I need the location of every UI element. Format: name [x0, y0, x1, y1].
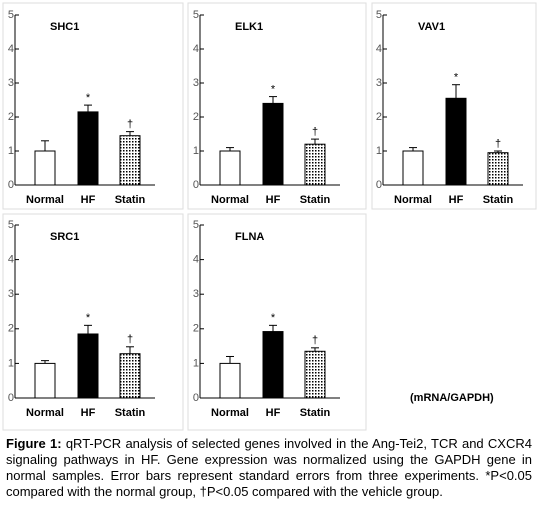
bar — [402, 150, 424, 186]
bar — [119, 135, 141, 186]
y-tick-label: 3 — [8, 288, 14, 300]
y-tick-label: 1 — [8, 357, 14, 369]
x-tick-label: Normal — [211, 407, 249, 419]
panel-frame — [371, 2, 537, 210]
chart-title: VAV1 — [418, 21, 445, 33]
x-tick-label: HF — [266, 194, 281, 206]
bar — [304, 143, 326, 186]
y-tick-label: 1 — [193, 145, 199, 157]
x-tick-label: HF — [449, 194, 464, 206]
significance-mark: † — [312, 335, 318, 347]
y-tick-label: 4 — [8, 43, 14, 55]
x-tick-label: Normal — [394, 194, 432, 206]
bar — [77, 111, 99, 186]
bar — [77, 333, 99, 399]
y-tick-label: 4 — [193, 43, 199, 55]
significance-mark: * — [271, 84, 276, 96]
significance-mark: * — [454, 72, 459, 84]
y-tick-label: 1 — [193, 357, 199, 369]
panel-frame — [2, 2, 184, 210]
x-tick-label: Normal — [211, 194, 249, 206]
x-tick-label: Normal — [26, 407, 64, 419]
x-tick-label: Statin — [300, 194, 331, 206]
y-tick-label: 4 — [8, 254, 14, 266]
x-tick-label: Statin — [483, 194, 514, 206]
y-tick-label: 1 — [376, 145, 382, 157]
significance-mark: † — [127, 334, 133, 346]
significance-mark: * — [271, 312, 276, 324]
y-tick-label: 2 — [8, 111, 14, 123]
bar — [34, 362, 56, 399]
y-tick-label: 5 — [376, 9, 382, 21]
caption: Figure 1: qRT-PCR analysis of selected g… — [6, 436, 532, 500]
chart-title: FLNA — [235, 231, 264, 243]
y-tick-label: 2 — [376, 111, 382, 123]
bar — [262, 102, 284, 186]
x-tick-label: Statin — [300, 407, 331, 419]
bar — [487, 152, 509, 186]
y-tick-label: 3 — [376, 77, 382, 89]
bar — [119, 353, 141, 399]
x-tick-label: HF — [81, 194, 96, 206]
y-tick-label: 0 — [8, 392, 14, 404]
caption-label: Figure 1: — [6, 436, 62, 451]
unit-note: (mRNA/GAPDH) — [410, 392, 494, 404]
y-tick-label: 3 — [193, 77, 199, 89]
y-tick-label: 4 — [376, 43, 382, 55]
y-tick-label: 0 — [193, 392, 199, 404]
y-tick-label: 5 — [8, 9, 14, 21]
significance-mark: * — [86, 92, 91, 104]
y-tick-label: 0 — [193, 179, 199, 191]
y-tick-label: 5 — [8, 219, 14, 231]
bar — [34, 150, 56, 186]
bar — [219, 150, 241, 186]
y-tick-label: 2 — [8, 323, 14, 335]
y-tick-label: 2 — [193, 111, 199, 123]
bar — [304, 350, 326, 399]
caption-text: qRT-PCR analysis of selected genes invol… — [6, 436, 532, 499]
x-tick-label: Normal — [26, 194, 64, 206]
y-tick-label: 5 — [193, 9, 199, 21]
bar — [219, 362, 241, 399]
x-tick-label: Statin — [115, 194, 146, 206]
y-tick-label: 3 — [193, 288, 199, 300]
x-tick-label: HF — [81, 407, 96, 419]
y-tick-label: 4 — [193, 254, 199, 266]
y-tick-label: 2 — [193, 323, 199, 335]
y-tick-label: 0 — [8, 179, 14, 191]
y-tick-label: 0 — [376, 179, 382, 191]
y-tick-label: 5 — [193, 219, 199, 231]
x-tick-label: Statin — [115, 407, 146, 419]
y-tick-label: 3 — [8, 77, 14, 89]
y-tick-label: 1 — [8, 145, 14, 157]
panel-frame — [2, 213, 184, 431]
significance-mark: * — [86, 312, 91, 324]
chart-title: SRC1 — [50, 231, 79, 243]
significance-mark: † — [495, 138, 501, 150]
chart-title: ELK1 — [235, 21, 263, 33]
chart-title: SHC1 — [50, 21, 79, 33]
significance-mark: † — [312, 126, 318, 138]
bar — [445, 97, 467, 186]
significance-mark: † — [127, 119, 133, 131]
figure: (mRNA/GAPDH) 0 1 2 3 4 5 SHC1 Normal * HF † Statin 0… — [2, 2, 537, 431]
panel-frame — [187, 2, 367, 210]
panel-frame — [187, 213, 367, 431]
x-tick-label: HF — [266, 407, 281, 419]
bar — [262, 331, 284, 399]
